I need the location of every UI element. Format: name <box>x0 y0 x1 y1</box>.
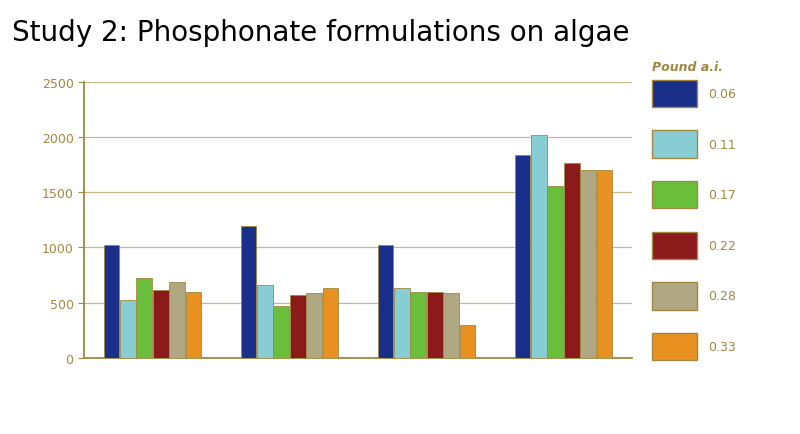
Bar <box>120 301 136 358</box>
FancyBboxPatch shape <box>651 333 698 360</box>
Bar <box>241 227 256 358</box>
Bar <box>564 164 580 358</box>
Text: Study 2: Phosphonate formulations on algae: Study 2: Phosphonate formulations on alg… <box>12 19 630 47</box>
Text: Phosphite 30: Phosphite 30 <box>251 367 328 380</box>
Text: 0.22: 0.22 <box>708 239 735 252</box>
Bar <box>531 135 546 358</box>
Bar <box>443 293 459 358</box>
Bar <box>136 279 152 358</box>
Bar <box>274 306 289 358</box>
Text: 0.17: 0.17 <box>708 189 736 202</box>
Bar <box>394 289 410 358</box>
Bar <box>427 292 442 358</box>
Text: Alude: Alude <box>136 367 170 380</box>
Bar <box>103 246 119 358</box>
Text: 0.11: 0.11 <box>708 138 735 151</box>
FancyBboxPatch shape <box>651 283 698 310</box>
Text: AUADC: AUADC <box>21 220 35 274</box>
Bar <box>170 282 185 358</box>
Bar <box>290 295 306 358</box>
Text: Phosphate
(analytical): Phosphate (analytical) <box>530 366 597 395</box>
Bar <box>186 292 202 358</box>
Bar <box>597 171 613 358</box>
Bar <box>153 291 169 358</box>
Bar <box>306 293 322 358</box>
FancyBboxPatch shape <box>651 232 698 260</box>
FancyBboxPatch shape <box>651 81 698 108</box>
Bar <box>378 246 394 358</box>
Text: Pound a.i.: Pound a.i. <box>651 61 722 74</box>
Text: 0.33: 0.33 <box>708 340 735 353</box>
Bar <box>547 186 563 358</box>
Bar <box>410 292 426 358</box>
Bar <box>580 171 596 358</box>
Text: 0.28: 0.28 <box>708 289 736 302</box>
Bar <box>322 289 338 358</box>
Text: 0.06: 0.06 <box>708 88 736 101</box>
FancyBboxPatch shape <box>651 181 698 209</box>
Text: Phosphite
(analytical): Phosphite (analytical) <box>393 366 460 395</box>
Bar <box>257 285 273 358</box>
FancyBboxPatch shape <box>651 131 698 158</box>
Bar <box>460 325 475 358</box>
Bar <box>514 155 530 358</box>
